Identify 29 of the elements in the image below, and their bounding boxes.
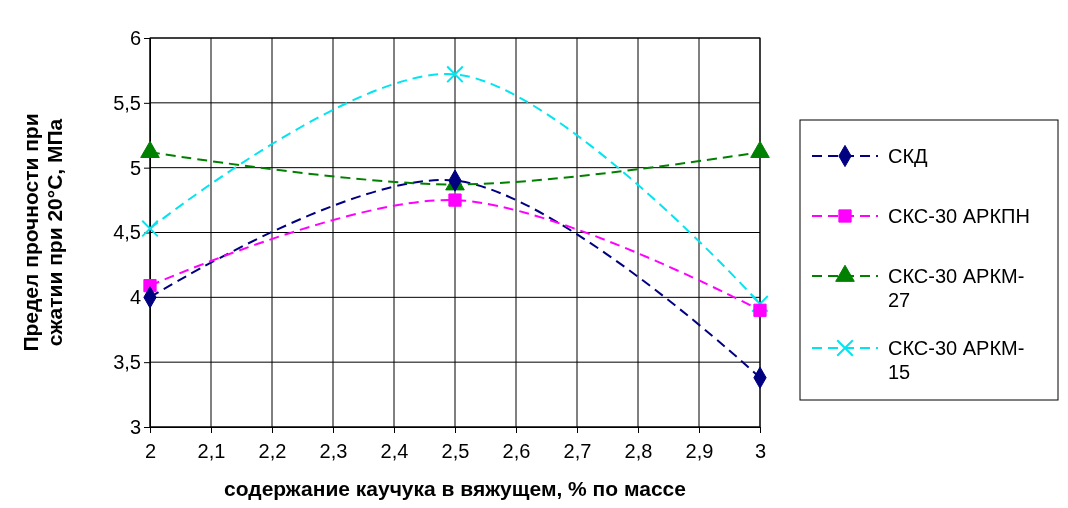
x-tick-label: 3 bbox=[754, 440, 767, 462]
point bbox=[448, 193, 462, 207]
x-axis-title: содержание каучука в вяжущем, % по массе bbox=[224, 477, 686, 500]
y-axis-title: Предел прочности при сжатии при 20°С, МПа bbox=[19, 113, 67, 352]
y-tick-label: 5 bbox=[129, 156, 141, 179]
y-tick-label: 5,5 bbox=[113, 91, 141, 114]
legend-label: СКС-30 АРКМ-27 bbox=[888, 265, 1025, 311]
point bbox=[141, 219, 159, 238]
y-tick-label: 3 bbox=[129, 415, 141, 438]
legend-label: СКС-30 АРКМ-15 bbox=[888, 337, 1025, 383]
x-tick-label: 2,2 bbox=[258, 440, 287, 462]
x-tick-label: 2 bbox=[144, 440, 157, 462]
x-tick-label: 2,9 bbox=[685, 440, 714, 462]
y-tick-label: 4,5 bbox=[113, 221, 141, 244]
y-tick-label: 3,5 bbox=[113, 351, 141, 374]
legend-label: СКС-30 АРКПН bbox=[888, 205, 1030, 227]
point bbox=[753, 303, 767, 317]
x-tick-label: 2,6 bbox=[502, 440, 531, 462]
y-tick-label: 4 bbox=[129, 286, 141, 309]
x-tick-label: 2,1 bbox=[197, 440, 226, 462]
x-tick-label: 2,7 bbox=[563, 440, 592, 462]
x-tick-label: 2,3 bbox=[319, 440, 348, 462]
point bbox=[446, 65, 464, 84]
legend-label: СКД bbox=[888, 145, 929, 167]
x-tick-label: 2,4 bbox=[380, 440, 409, 462]
y-tick-label: 6 bbox=[129, 26, 141, 49]
point bbox=[751, 295, 769, 313]
x-tick-label: 2,5 bbox=[441, 440, 470, 462]
x-tick-label: 2,8 bbox=[624, 440, 653, 462]
